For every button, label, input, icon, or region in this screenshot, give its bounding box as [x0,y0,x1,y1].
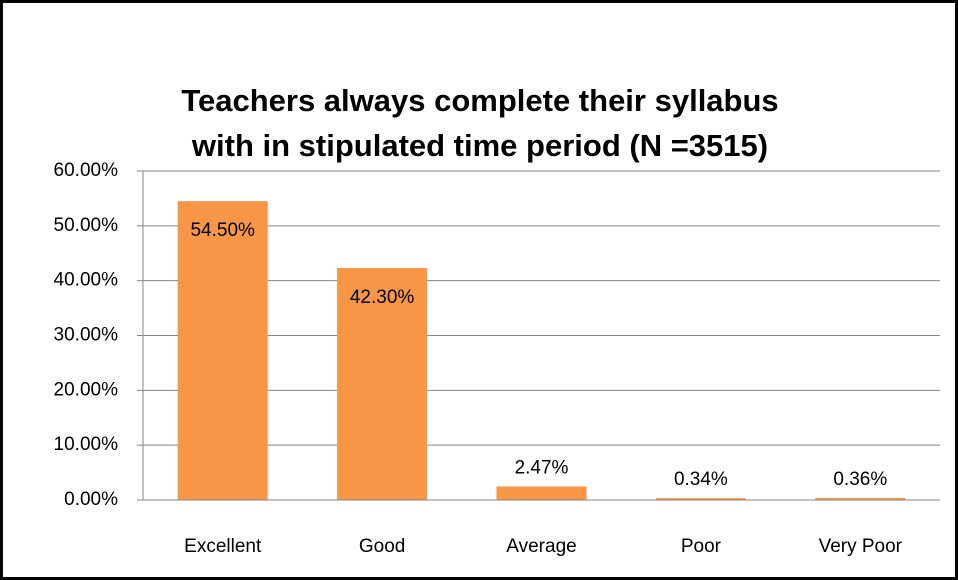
bar [496,486,587,500]
data-label: 42.30% [350,287,415,308]
x-tick-label: Poor [681,536,722,557]
y-tick-label: 0.00% [64,489,118,510]
bar [337,268,428,500]
y-tick-label: 20.00% [54,379,119,400]
y-tick-label: 40.00% [54,270,119,291]
y-tick-label: 50.00% [54,215,119,236]
bar [815,498,906,500]
y-tick-label: 10.00% [54,434,119,455]
data-label: 0.36% [833,469,887,490]
data-label: 54.50% [190,220,255,241]
x-tick-label: Very Poor [819,536,903,557]
x-tick-label: Excellent [184,536,262,557]
x-tick-label: Good [359,536,405,557]
data-label: 0.34% [674,469,728,490]
bar [177,201,268,501]
x-tick-label: Average [506,536,576,557]
chart-title: Teachers always complete their syllabus … [181,83,779,163]
y-tick-label: 60.00% [54,160,119,181]
data-label: 2.47% [515,457,569,478]
bar [655,498,746,500]
y-tick-label: 30.00% [54,325,119,346]
